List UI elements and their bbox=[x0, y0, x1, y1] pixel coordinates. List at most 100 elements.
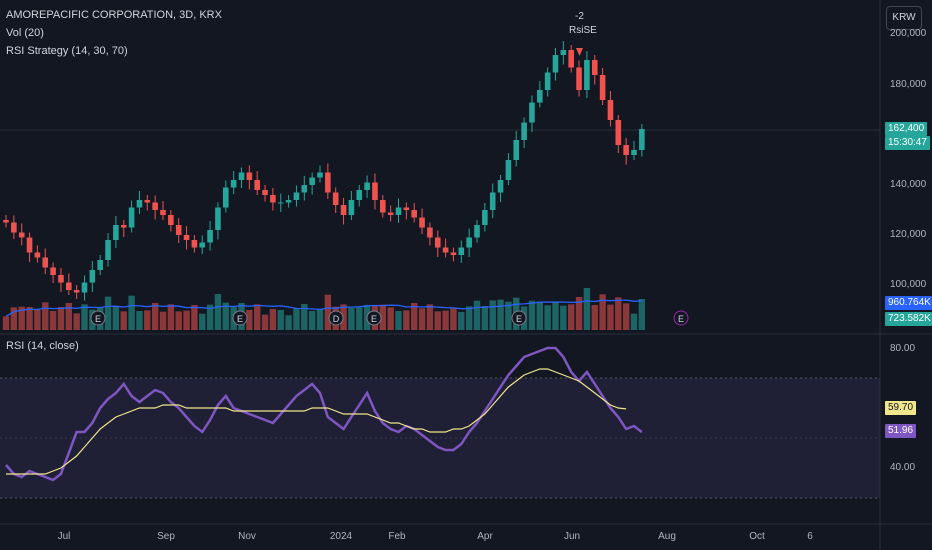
time-label: Aug bbox=[658, 531, 676, 542]
event-marker-label: E bbox=[95, 314, 101, 324]
volume-bar bbox=[136, 311, 143, 330]
candle-body bbox=[175, 225, 182, 235]
candle-body bbox=[18, 232, 25, 238]
volume-bar bbox=[175, 311, 182, 330]
volume-bar bbox=[583, 288, 591, 330]
candle-body bbox=[81, 282, 88, 293]
event-marker-label: D bbox=[333, 314, 340, 324]
time-label: 6 bbox=[807, 531, 813, 542]
volume-bar bbox=[144, 310, 151, 330]
price-tick: 200,000 bbox=[890, 28, 927, 39]
volume-bar bbox=[293, 308, 300, 330]
candle-body bbox=[521, 122, 527, 140]
rsi-ma-line bbox=[6, 368, 627, 475]
volume-bar bbox=[26, 307, 33, 330]
candle-body bbox=[584, 60, 590, 90]
volume-bar bbox=[450, 308, 457, 330]
volume-bar bbox=[575, 297, 583, 330]
volume-bar bbox=[489, 300, 496, 330]
volume-bar bbox=[544, 305, 551, 330]
volume-bar bbox=[65, 303, 72, 330]
price-tick: 120,000 bbox=[890, 229, 927, 240]
rsi-panel-title[interactable]: RSI (14, close) bbox=[6, 340, 79, 352]
candle-body bbox=[270, 195, 276, 203]
volume-indicator-label[interactable]: Vol (20) bbox=[6, 27, 44, 39]
candle-body bbox=[293, 192, 300, 200]
candle-body bbox=[136, 200, 143, 208]
event-marker-icon bbox=[511, 310, 527, 326]
countdown-tag: 15:30:47 bbox=[885, 136, 930, 150]
volume-bar bbox=[607, 304, 614, 330]
volume-bar bbox=[42, 302, 49, 330]
volume-bar bbox=[183, 310, 190, 330]
volume-bar bbox=[418, 308, 426, 330]
volume-bar bbox=[222, 302, 229, 330]
volume-bar bbox=[481, 306, 489, 330]
volume-bar bbox=[301, 304, 308, 330]
candle-body bbox=[215, 207, 221, 230]
volume-ma-tag: 960.764K bbox=[885, 296, 932, 310]
candle-body bbox=[537, 90, 543, 103]
volume-bar bbox=[568, 304, 575, 330]
candle-body bbox=[482, 210, 488, 225]
volume-bar bbox=[199, 313, 206, 330]
rsi-tick: 40.00 bbox=[890, 462, 916, 473]
candle-body bbox=[246, 172, 253, 180]
candle-body bbox=[474, 225, 480, 238]
volume-bar bbox=[403, 310, 410, 330]
volume-bar bbox=[57, 307, 65, 330]
candle-body bbox=[560, 50, 567, 55]
candle-body bbox=[113, 225, 119, 240]
volume-bar bbox=[465, 306, 473, 330]
candle-body bbox=[105, 240, 111, 260]
candle-body bbox=[66, 282, 72, 290]
volume-bar bbox=[411, 303, 418, 330]
candle-body bbox=[199, 242, 206, 248]
volume-bar bbox=[269, 309, 277, 330]
currency-button[interactable]: KRW bbox=[886, 6, 922, 30]
volume-bar bbox=[630, 313, 638, 330]
candle-body bbox=[372, 182, 378, 200]
time-label: Feb bbox=[388, 531, 406, 542]
candle-body bbox=[254, 180, 260, 190]
volume-bar bbox=[2, 316, 10, 330]
volume-bar bbox=[442, 310, 449, 330]
candle-body bbox=[309, 177, 315, 185]
volume-bar bbox=[340, 304, 347, 330]
candle-body bbox=[301, 185, 308, 193]
volume-bar bbox=[73, 313, 80, 330]
candle-body bbox=[411, 210, 417, 218]
signal-arrow-icon bbox=[576, 48, 583, 56]
candle-body bbox=[183, 235, 190, 240]
candle-body bbox=[144, 200, 151, 203]
candle-body bbox=[380, 200, 386, 213]
volume-bar bbox=[246, 310, 253, 330]
candle-body bbox=[513, 140, 520, 160]
time-label: Apr bbox=[477, 531, 493, 542]
candle-body bbox=[26, 237, 33, 253]
candle-body bbox=[489, 192, 496, 210]
candle-body bbox=[50, 267, 56, 275]
time-label: Sep bbox=[157, 531, 175, 542]
candle-body bbox=[3, 220, 9, 223]
time-label: Nov bbox=[238, 531, 256, 542]
last-price-tag: 162,400 bbox=[885, 122, 928, 136]
candle-body bbox=[238, 172, 245, 180]
strategy-indicator-label[interactable]: RSI Strategy (14, 30, 70) bbox=[6, 45, 128, 57]
volume-bar bbox=[505, 301, 512, 330]
symbol-title[interactable]: AMOREPACIFIC CORPORATION, 3D, KRX bbox=[6, 9, 222, 21]
volume-bar bbox=[434, 311, 441, 330]
candle-body bbox=[505, 160, 512, 180]
candle-body bbox=[277, 202, 284, 204]
price-tick: 180,000 bbox=[890, 79, 927, 90]
candle-body bbox=[356, 190, 363, 200]
candle-body bbox=[285, 200, 292, 203]
volume-bar bbox=[426, 304, 434, 330]
volume-bar bbox=[316, 308, 324, 330]
event-marker-icon bbox=[673, 310, 689, 326]
volume-bar bbox=[308, 311, 316, 330]
volume-bar bbox=[285, 315, 292, 330]
volume-bar bbox=[356, 307, 363, 330]
candle-body bbox=[34, 252, 41, 258]
